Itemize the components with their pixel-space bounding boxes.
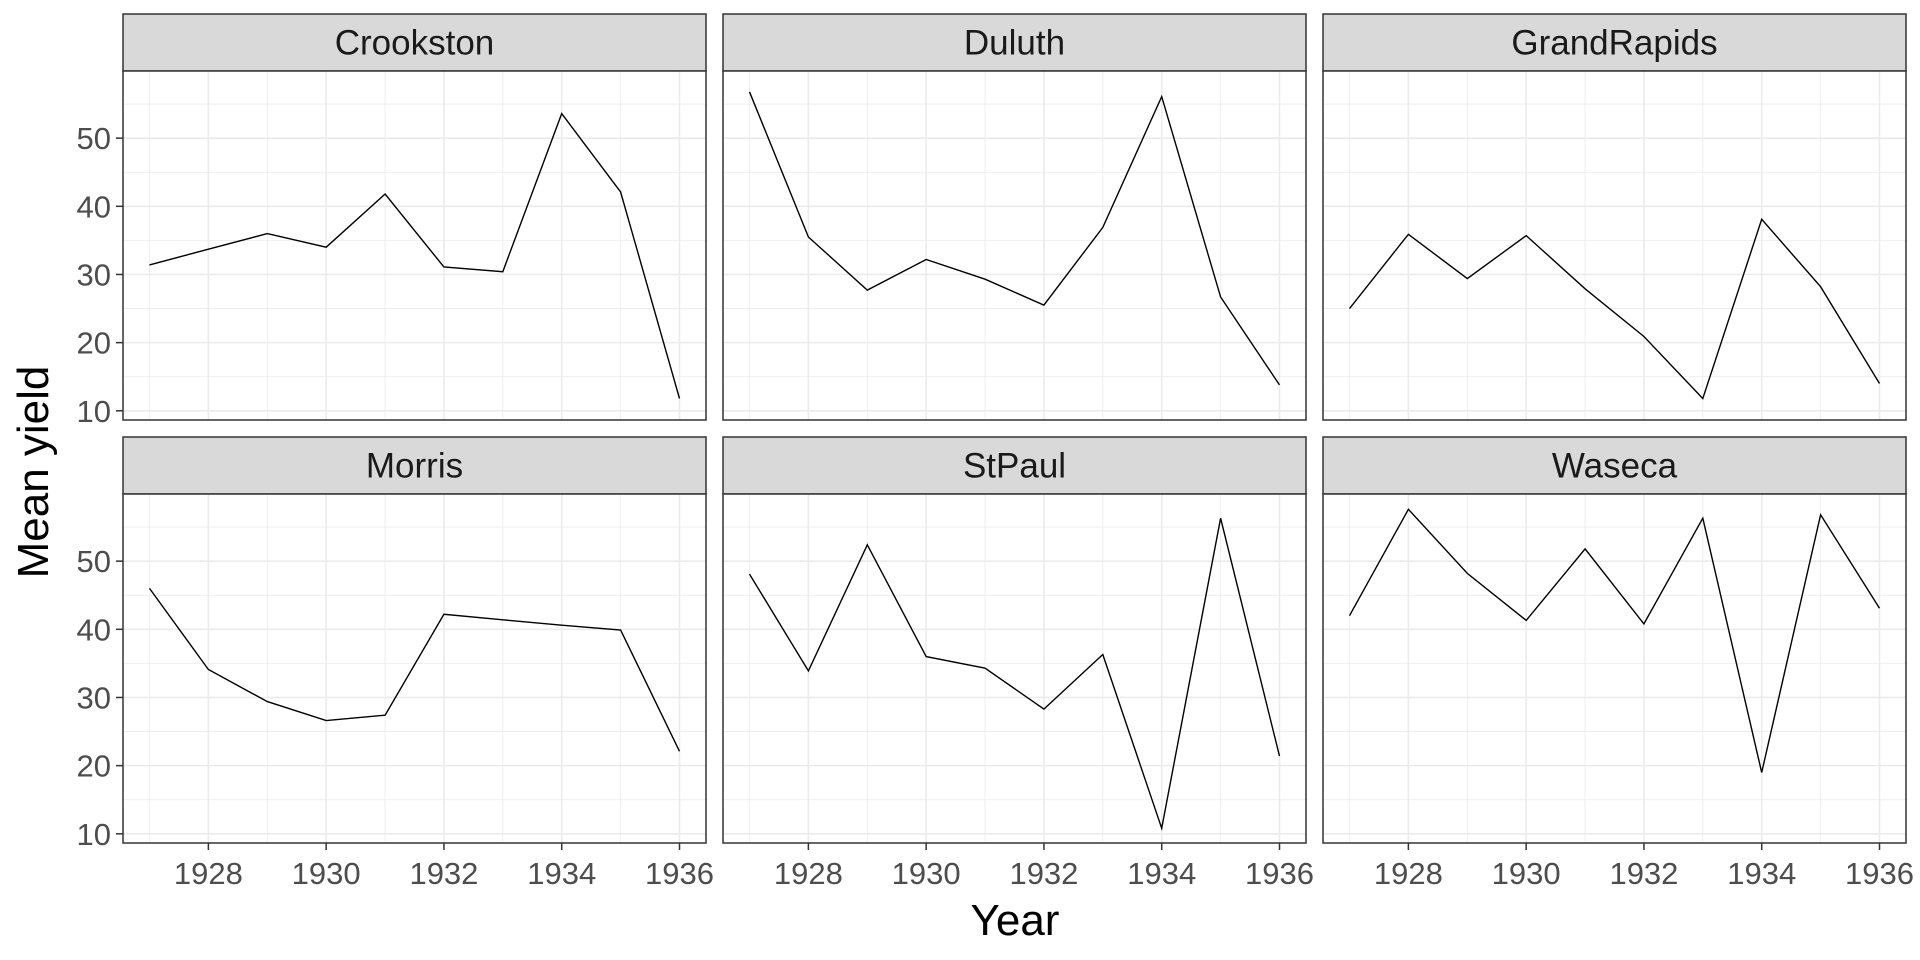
facet-crookston: Crookston [122,13,707,421]
panel-border [1322,70,1907,421]
y-axis-title: Mean yield [9,366,58,579]
x-axis-title: Year [971,896,1060,945]
panel-background [1323,494,1906,843]
panel-border [722,70,1307,421]
x-tick-label: 1932 [1009,856,1078,891]
y-tick-label: 30 [77,680,111,715]
x-tick-label: 1934 [1727,856,1796,891]
series-line-crookston [149,112,681,399]
y-tick-label: 50 [77,544,111,579]
panel-background [123,494,706,843]
y-tick-label: 20 [77,326,111,361]
facet-stpaul: StPaul [722,436,1307,844]
panel-grid [1323,71,1906,420]
series-line-morris [148,587,681,752]
panel-grid [123,71,706,420]
panel-background [1323,71,1906,420]
panel-background [723,494,1306,843]
facet-strip-label: Waseca [1552,447,1678,486]
panel-border [722,493,1307,844]
x-tick-label: 1928 [1374,856,1443,891]
x-tick-label: 1932 [409,856,478,891]
x-tick-label: 1930 [892,856,961,891]
series-line-stpaul [748,518,1281,832]
facet-panels: Crookston Duluth GrandRapids Morris StPaul Wa… [122,13,1907,844]
facet-strip-label: GrandRapids [1511,24,1717,63]
facet-strip-label: Duluth [964,24,1065,63]
facet-morris: Morris [122,436,707,844]
panel-background [123,71,706,420]
y-tick-label: 10 [77,394,111,429]
y-tick-label: 50 [77,121,111,156]
facet-strip [1322,13,1907,72]
x-axis-ticks: 1928 1930 1932 1934 1936 1928 1930 1932 1934 1936… [174,843,1914,891]
facet-strip-label: Morris [366,447,463,486]
facet-duluth: Duluth [722,13,1307,421]
facet-strip-label: StPaul [963,447,1066,486]
y-tick-label: 30 [77,257,111,292]
y-tick-label: 40 [77,189,111,224]
facet-strip [722,13,1307,72]
facet-strip-label: Crookston [335,24,495,63]
panel-background [723,71,1306,420]
panel-grid [723,71,1306,420]
panel-grid [723,494,1306,843]
y-tick-label: 20 [77,749,111,784]
y-axis-ticks: 10 20 30 40 50 10 20 30 40 50 [77,121,123,852]
panel-border [122,493,707,844]
x-tick-label: 1930 [292,856,361,891]
facet-strip [1322,436,1907,495]
x-tick-label: 1934 [527,856,596,891]
series-line-waseca [1348,508,1881,773]
x-tick-label: 1932 [1609,856,1678,891]
x-tick-label: 1930 [1492,856,1561,891]
panel-border [122,70,707,421]
y-tick-label: 10 [77,817,111,852]
series-line-grandrapids [1348,217,1881,400]
x-tick-label: 1936 [645,856,714,891]
x-tick-label: 1934 [1127,856,1196,891]
panel-border [1322,493,1907,844]
series-line-duluth [748,91,1281,386]
panel-grid [1323,494,1906,843]
y-tick-label: 40 [77,612,111,647]
facet-grandrapids: GrandRapids [1322,13,1907,421]
x-tick-label: 1936 [1245,856,1314,891]
x-tick-label: 1928 [774,856,843,891]
facet-waseca: Waseca [1322,436,1907,844]
x-tick-label: 1936 [1845,856,1914,891]
x-tick-label: 1928 [174,856,243,891]
facet-strip [122,13,707,72]
